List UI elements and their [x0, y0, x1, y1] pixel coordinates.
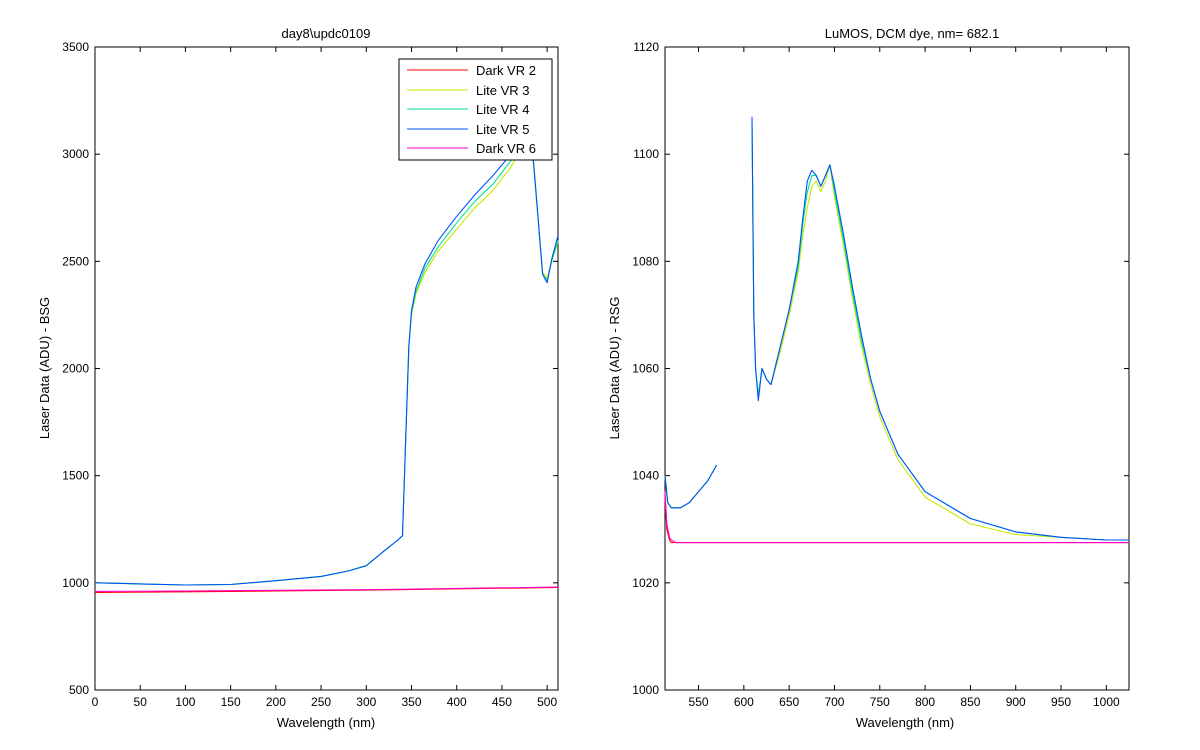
- right-xtick-label: 550: [689, 695, 709, 709]
- left-ytick-label: 2000: [62, 362, 89, 376]
- legend-label-lite-vr-4: Lite VR 4: [476, 102, 529, 117]
- left-xtick-label: 400: [447, 695, 467, 709]
- right-plot: LuMOS, DCM dye, nm= 682.1 550 600 650 700 75…: [607, 26, 1130, 730]
- legend-entry-lite-vr-3: Lite VR 3: [407, 83, 529, 98]
- left-xtick-label: 100: [175, 695, 195, 709]
- left-series-lite-vr-5: [94, 127, 559, 586]
- right-ytick-label: 1040: [632, 469, 659, 483]
- right-plot-ylabel: Laser Data (ADU) - RSG: [607, 296, 622, 439]
- left-plot-xlabel: Wavelength (nm): [277, 715, 376, 730]
- right-xtick-label: 600: [734, 695, 754, 709]
- right-xtick-label: 900: [1006, 695, 1026, 709]
- right-ytick-label: 1120: [633, 40, 659, 54]
- left-plot-ticks: 0 50 100 150 200 250 300 350 400 450 500 500 1000 150…: [62, 40, 558, 709]
- legend: Dark VR 2 Lite VR 3 Lite VR 4 Lite VR 5 …: [398, 58, 553, 161]
- legend-label-lite-vr-5: Lite VR 5: [476, 122, 529, 137]
- right-series-lite-vr-5: [664, 116, 1129, 541]
- left-xtick-label: 150: [221, 695, 241, 709]
- left-ytick-label: 500: [69, 683, 89, 697]
- right-plot-title: LuMOS, DCM dye, nm= 682.1: [825, 26, 1000, 41]
- legend-label-lite-vr-3: Lite VR 3: [476, 83, 529, 98]
- right-ytick-label: 1060: [632, 362, 659, 376]
- left-plot-series: [94, 127, 559, 594]
- right-series-dark-vr-6: [664, 491, 1129, 544]
- right-xtick-label: 1000: [1093, 695, 1120, 709]
- left-xtick-label: 250: [311, 695, 331, 709]
- left-plot-ylabel: Laser Data (ADU) - BSG: [37, 297, 52, 439]
- right-xtick-label: 750: [870, 695, 890, 709]
- right-xtick-label: 800: [915, 695, 935, 709]
- left-ytick-label: 1500: [62, 469, 89, 483]
- left-xtick-label: 450: [492, 695, 512, 709]
- legend-label-dark-vr-2: Dark VR 2: [476, 63, 536, 78]
- left-ytick-label: 1000: [62, 576, 89, 590]
- left-plot-title: day8\updc0109: [282, 26, 371, 41]
- left-xtick-label: 0: [92, 695, 99, 709]
- right-ytick-label: 1080: [632, 254, 659, 268]
- legend-label-dark-vr-6: Dark VR 6: [476, 141, 536, 156]
- left-ytick-label: 3000: [62, 147, 89, 161]
- right-ytick-label: 1020: [632, 576, 659, 590]
- right-ytick-label: 1000: [632, 683, 659, 697]
- legend-entry-lite-vr-4: Lite VR 4: [407, 102, 529, 117]
- left-xtick-label: 500: [537, 695, 557, 709]
- left-plot: day8\updc0109 0 50 100 150 200 250 300 350 400 45…: [37, 26, 559, 730]
- left-ytick-label: 3500: [62, 40, 89, 54]
- left-xtick-label: 350: [401, 695, 421, 709]
- right-xtick-label: 700: [824, 695, 844, 709]
- right-plot-xlabel: Wavelength (nm): [856, 715, 955, 730]
- legend-entry-dark-vr-2: Dark VR 2: [407, 63, 536, 78]
- legend-entry-lite-vr-5: Lite VR 5: [407, 122, 529, 137]
- right-xtick-label: 850: [960, 695, 980, 709]
- right-xtick-label: 950: [1051, 695, 1071, 709]
- left-xtick-label: 200: [266, 695, 286, 709]
- left-xtick-label: 50: [134, 695, 148, 709]
- left-xtick-label: 300: [356, 695, 376, 709]
- right-plot-series: [664, 116, 1129, 544]
- right-plot-area: [664, 46, 1130, 691]
- right-ytick-label: 1100: [633, 147, 659, 161]
- right-xtick-label: 650: [779, 695, 799, 709]
- left-ytick-label: 2500: [62, 254, 89, 268]
- left-series-dark-vr-6: [94, 586, 559, 592]
- legend-entry-dark-vr-6: Dark VR 6: [407, 141, 536, 156]
- right-plot-ticks: 550 600 650 700 750 800 850 900 950 1000 1000 1020 1…: [632, 40, 1129, 709]
